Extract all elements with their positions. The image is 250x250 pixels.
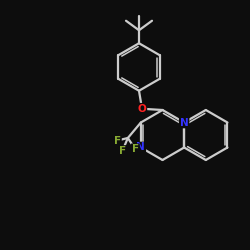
Text: F: F xyxy=(132,144,139,154)
Text: O: O xyxy=(138,104,146,114)
Text: F: F xyxy=(114,136,121,145)
Text: N: N xyxy=(180,118,188,128)
Text: N: N xyxy=(136,142,145,152)
Text: F: F xyxy=(119,146,126,156)
